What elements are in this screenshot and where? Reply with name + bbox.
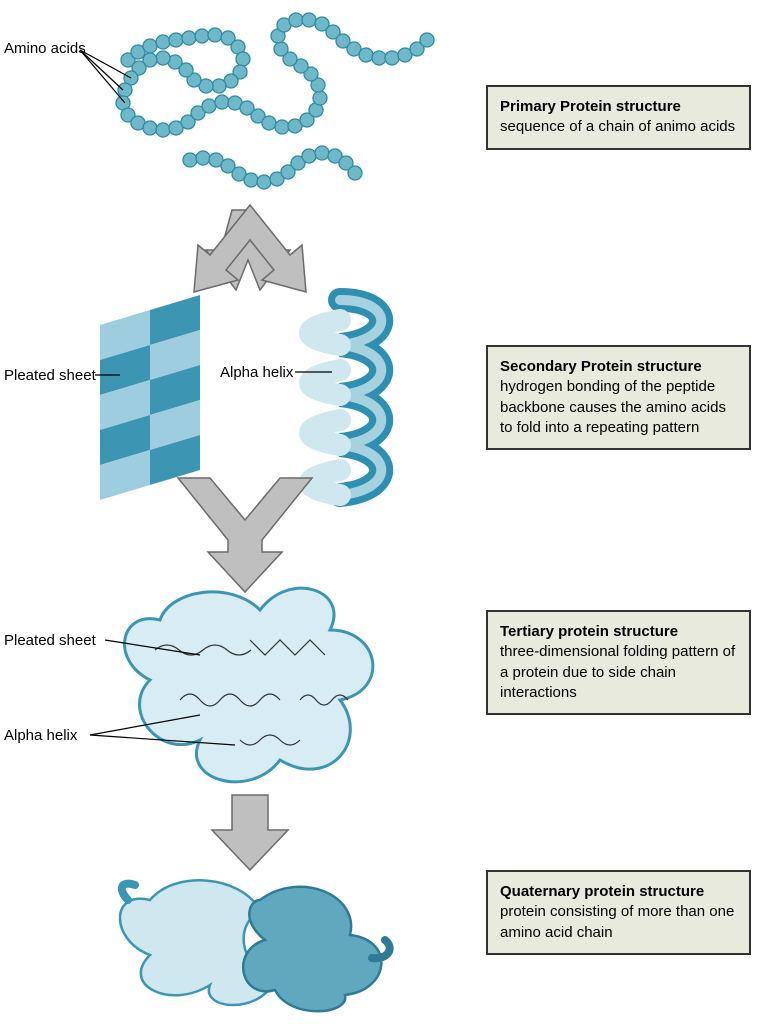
- box-secondary: Secondary Protein structure hydrogen bon…: [486, 345, 751, 450]
- label-amino-acids: Amino acids: [4, 40, 86, 57]
- box-secondary-title: Secondary Protein structure: [500, 357, 737, 377]
- protein-diagram-svg: [0, 0, 480, 1024]
- box-quaternary: Quaternary protein structure protein con…: [486, 870, 751, 955]
- box-primary-title: Primary Protein structure: [500, 97, 737, 117]
- box-quaternary-desc: protein consisting of more than one amin…: [500, 903, 734, 940]
- quaternary-structure: [120, 880, 390, 1011]
- box-tertiary-desc: three-dimensional folding pattern of a p…: [500, 643, 735, 701]
- pleated-sheet: [100, 295, 200, 500]
- label-pleated-sheet-2: Pleated sheet: [4, 632, 96, 649]
- diagram-canvas: [0, 0, 480, 1024]
- arrow-down-2: [212, 795, 288, 870]
- box-primary: Primary Protein structure sequence of a …: [486, 85, 751, 150]
- box-tertiary-title: Tertiary protein structure: [500, 622, 737, 642]
- label-alpha-helix-2: Alpha helix: [4, 727, 77, 744]
- tertiary-structure: [125, 588, 373, 782]
- box-secondary-desc: hydrogen bonding of the peptide backbone…: [500, 378, 726, 436]
- box-quaternary-title: Quaternary protein structure: [500, 882, 737, 902]
- label-alpha-helix-1: Alpha helix: [220, 364, 293, 381]
- box-tertiary: Tertiary protein structure three-dimensi…: [486, 610, 751, 715]
- label-pleated-sheet-1: Pleated sheet: [4, 367, 96, 384]
- arrow-merge: [178, 478, 312, 592]
- box-primary-desc: sequence of a chain of animo acids: [500, 118, 735, 135]
- primary-bead-chain: [116, 13, 434, 189]
- alpha-helix: [310, 300, 381, 495]
